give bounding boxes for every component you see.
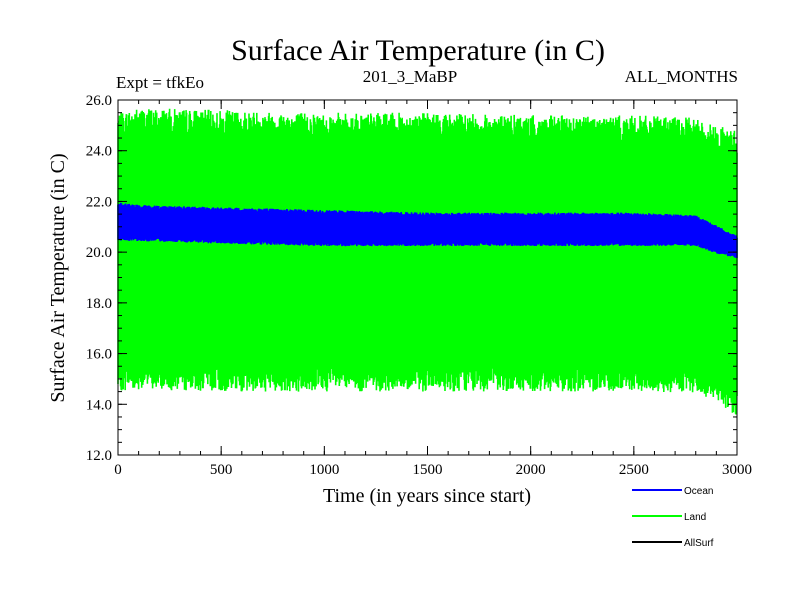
plot-area [117,108,738,415]
y-tick-label: 24.0 [86,144,112,160]
y-tick-label: 16.0 [86,347,112,363]
y-tick-label: 12.0 [86,448,112,464]
subtitle-experiment: Expt = tfkEo [116,73,204,92]
series-land [117,108,738,415]
y-tick-label: 26.0 [86,93,112,109]
y-tick-label: 14.0 [86,397,112,413]
legend-label-land: Land [684,512,706,523]
x-tick-label: 1500 [413,462,443,478]
subtitle-months: ALL_MONTHS [625,67,738,86]
subtitle-run: 201_3_MaBP [363,67,457,86]
x-tick-label: 1000 [309,462,339,478]
y-axis-label: Surface Air Temperature (in C) [47,153,69,402]
x-tick-label: 500 [210,462,233,478]
legend-label-ocean: Ocean [684,486,713,497]
chart-title: Surface Air Temperature (in C) [231,34,605,67]
legend-label-allsurf: AllSurf [684,538,714,549]
y-tick-label: 22.0 [86,194,112,210]
series-ocean [117,202,738,259]
x-tick-label: 2000 [516,462,546,478]
x-tick-label: 3000 [722,462,752,478]
x-tick-label: 0 [114,462,122,478]
y-tick-label: 18.0 [86,296,112,312]
x-tick-label: 2500 [619,462,649,478]
legend: Ocean Land AllSurf [632,486,714,549]
y-tick-label: 20.0 [86,245,112,261]
x-axis-label: Time (in years since start) [323,485,531,507]
axes: 0 500 1000 1500 2000 2500 3000 12.0 14.0 16.0 18.0… [86,93,752,478]
